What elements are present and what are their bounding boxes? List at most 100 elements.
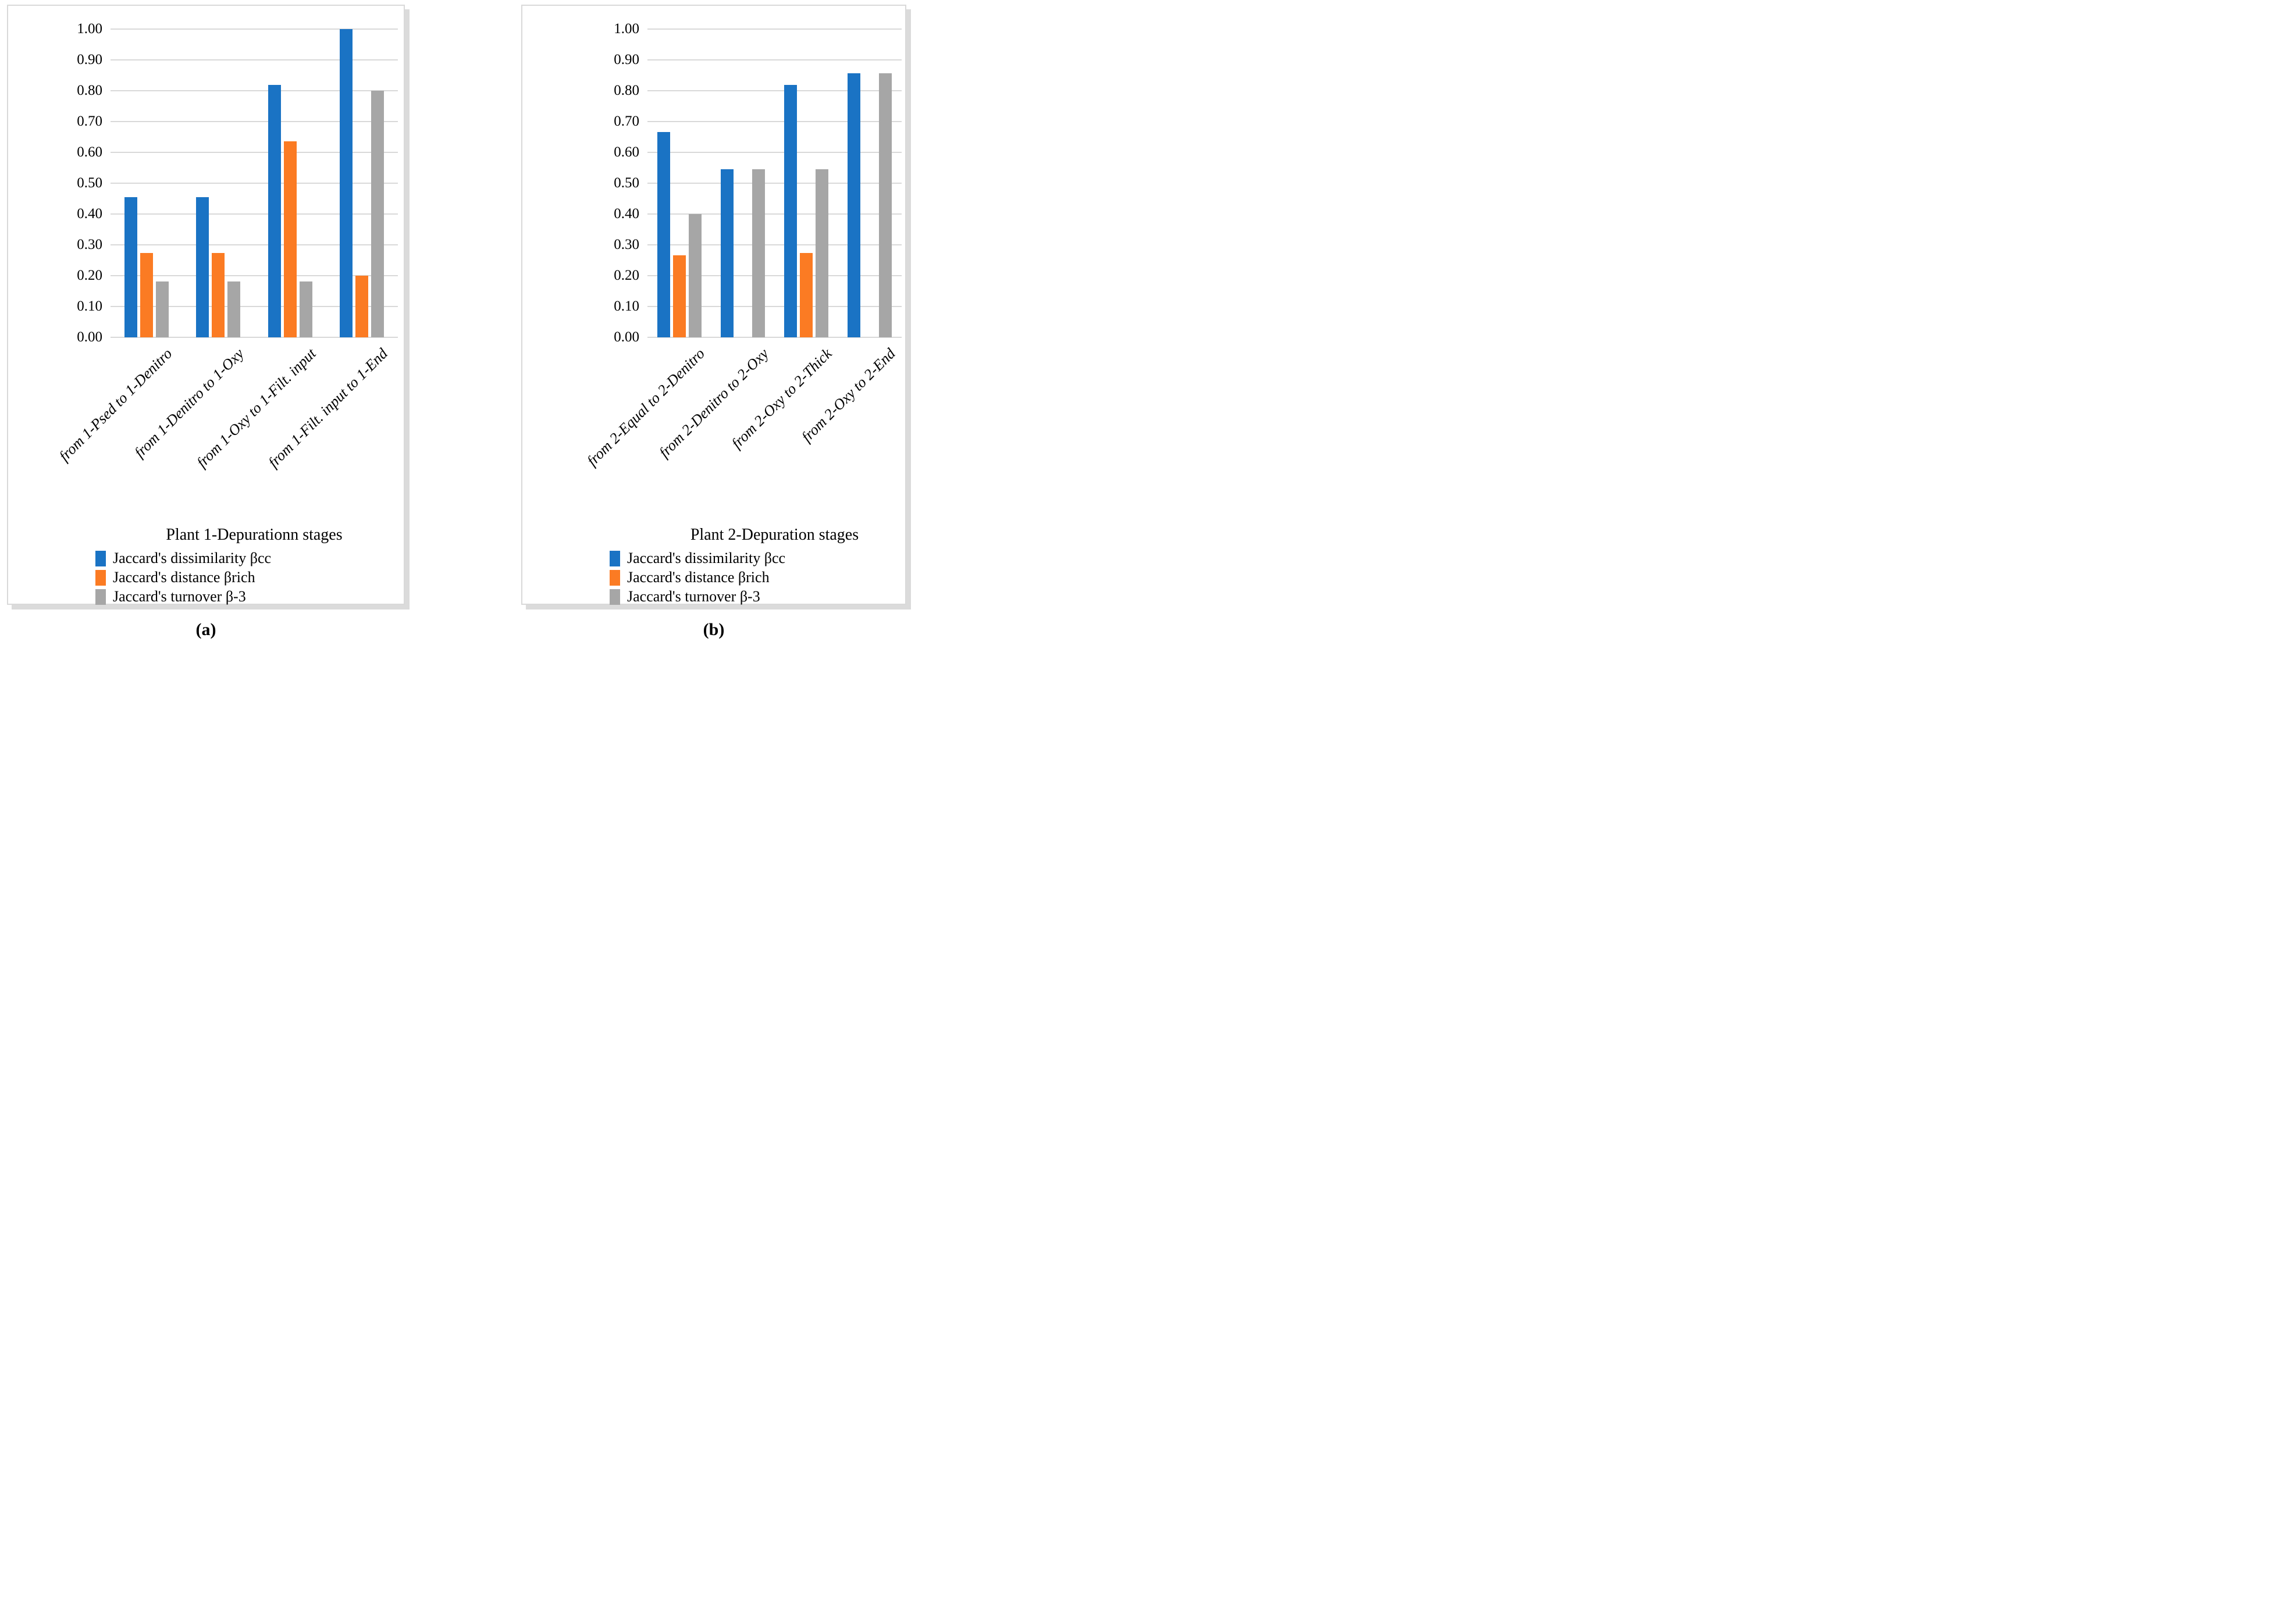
gridline [111,59,398,60]
y-axis-tick-label: 0.00 [614,329,639,345]
bar-gray [752,169,765,337]
gridline [111,152,398,153]
gridline [111,306,398,307]
gridline [647,213,902,215]
legend-item: Jaccard's turnover β-3 [95,589,398,605]
bar-group [326,29,398,337]
plot-area [111,28,398,338]
legend-label: Jaccard's distance βrich [627,569,770,586]
legend-item: Jaccard's distance βrich [610,569,899,586]
x-axis-label: from 1-Psed to 1-Denitro [56,345,176,465]
legend-label: Jaccard's turnover β-3 [627,588,760,605]
y-axis-tick-labels: 1.00 0.90 0.80 0.70 0.60 0.50 0.40 0.30 0.20 0.10… [8,22,102,345]
bar-blue [340,29,353,337]
gridline [111,337,398,338]
bar-group [647,29,711,337]
bar-group [111,29,183,337]
gridline [647,183,902,184]
bar-gray [879,73,892,337]
bar-blue [848,73,861,337]
y-axis-tick-label: 0.20 [614,268,639,283]
bar-orange [140,253,153,337]
bar-orange [672,255,686,337]
bar-blue [784,85,798,337]
y-axis-tick-label: 0.20 [77,268,102,283]
bar-gray [299,281,312,337]
bar-group [183,29,255,337]
gridline [647,152,902,153]
legend-label: Jaccard's turnover β-3 [113,588,246,605]
bar-gray [371,91,385,337]
bar-blue [124,197,137,337]
y-axis-tick-label: 0.90 [77,52,102,67]
legend: Jaccard's dissimilarity βcc Jaccard's dis… [610,550,899,605]
chart-panel-b: 1.00 0.90 0.80 0.70 0.60 0.50 0.40 0.30 0.20 0.10… [521,5,906,605]
legend-item: Jaccard's dissimilarity βcc [610,550,899,566]
y-axis-tick-labels: 1.00 0.90 0.80 0.70 0.60 0.50 0.40 0.30 0.20 0.10… [522,22,639,345]
legend-marker-orange [610,569,620,586]
gridline [111,183,398,184]
chart-panel-a: 1.00 0.90 0.80 0.70 0.60 0.50 0.40 0.30 0.20 0.10… [7,5,405,605]
plot-region: 1.00 0.90 0.80 0.70 0.60 0.50 0.40 0.30 0.20 0.10… [522,22,905,345]
legend-marker-blue [610,550,620,566]
gridline [647,121,902,122]
bar-orange [283,141,297,337]
gridline [111,28,398,30]
bar-groups [647,29,902,337]
gridline [647,275,902,276]
bar-orange [355,276,369,337]
bar-blue [268,85,281,337]
bar-gray [688,214,702,337]
gridline [647,59,902,60]
y-axis-tick-label: 0.80 [614,83,639,98]
bar-group [838,29,902,337]
legend-label: Jaccard's dissimilarity βcc [113,550,272,566]
legend-label: Jaccard's distance βrich [113,569,255,586]
axis-title: Plant 2-Depuration stages [690,526,859,544]
gridline [647,28,902,30]
legend-label: Jaccard's dissimilarity βcc [627,550,786,566]
bar-gray [155,281,169,337]
y-axis-tick-label: 0.00 [77,329,102,345]
figure-column-a: 1.00 0.90 0.80 0.70 0.60 0.50 0.40 0.30 0.20 0.10… [7,5,405,640]
plot-region: 1.00 0.90 0.80 0.70 0.60 0.50 0.40 0.30 0.20 0.10… [8,22,404,345]
legend-item: Jaccard's turnover β-3 [610,589,899,605]
x-axis-labels: from 2-Equal to 2-Denitro from 2-Denitro … [584,342,902,516]
gridline [111,213,398,215]
gridline [111,90,398,91]
bar-group [254,29,326,337]
gridline [111,121,398,122]
y-axis-tick-label: 0.70 [614,113,639,129]
bar-gray [816,169,829,337]
x-axis-label: from 2-Denitro to 2-Oxy [656,345,772,461]
bar-orange [800,253,813,337]
legend-marker-gray [610,589,620,605]
gridline [647,244,902,245]
y-axis-tick-label: 0.40 [614,206,639,222]
y-axis-tick-label: 0.30 [77,237,102,252]
x-axis-labels: from 1-Psed to 1-Denitro from 1-Denitro t… [56,342,398,516]
y-axis-tick-label: 0.90 [614,52,639,67]
y-axis-tick-label: 0.60 [614,144,639,160]
plot-area [647,28,902,338]
y-axis-tick-label: 0.50 [614,175,639,191]
bar-group [711,29,774,337]
legend-marker-blue [95,550,106,566]
y-axis-tick-label: 0.30 [614,237,639,252]
y-axis-tick-label: 0.60 [77,144,102,160]
bar-orange [212,253,225,337]
figure-caption-b: (b) [703,620,725,639]
bar-blue [657,131,670,337]
bar-blue [720,169,734,337]
gridline [647,306,902,307]
y-axis-tick-label: 0.10 [77,298,102,314]
legend: Jaccard's dissimilarity βcc Jaccard's dis… [95,550,398,605]
y-axis-tick-label: 1.00 [77,21,102,37]
bar-group [775,29,838,337]
bar-gray [227,281,241,337]
y-axis-tick-label: 0.50 [77,175,102,191]
x-axis-label: from 1-Filt. input to 1-End [265,345,391,471]
legend-item: Jaccard's distance βrich [95,569,398,586]
legend-marker-gray [95,589,106,605]
axis-title: Plant 1-Depurationn stages [166,526,343,544]
